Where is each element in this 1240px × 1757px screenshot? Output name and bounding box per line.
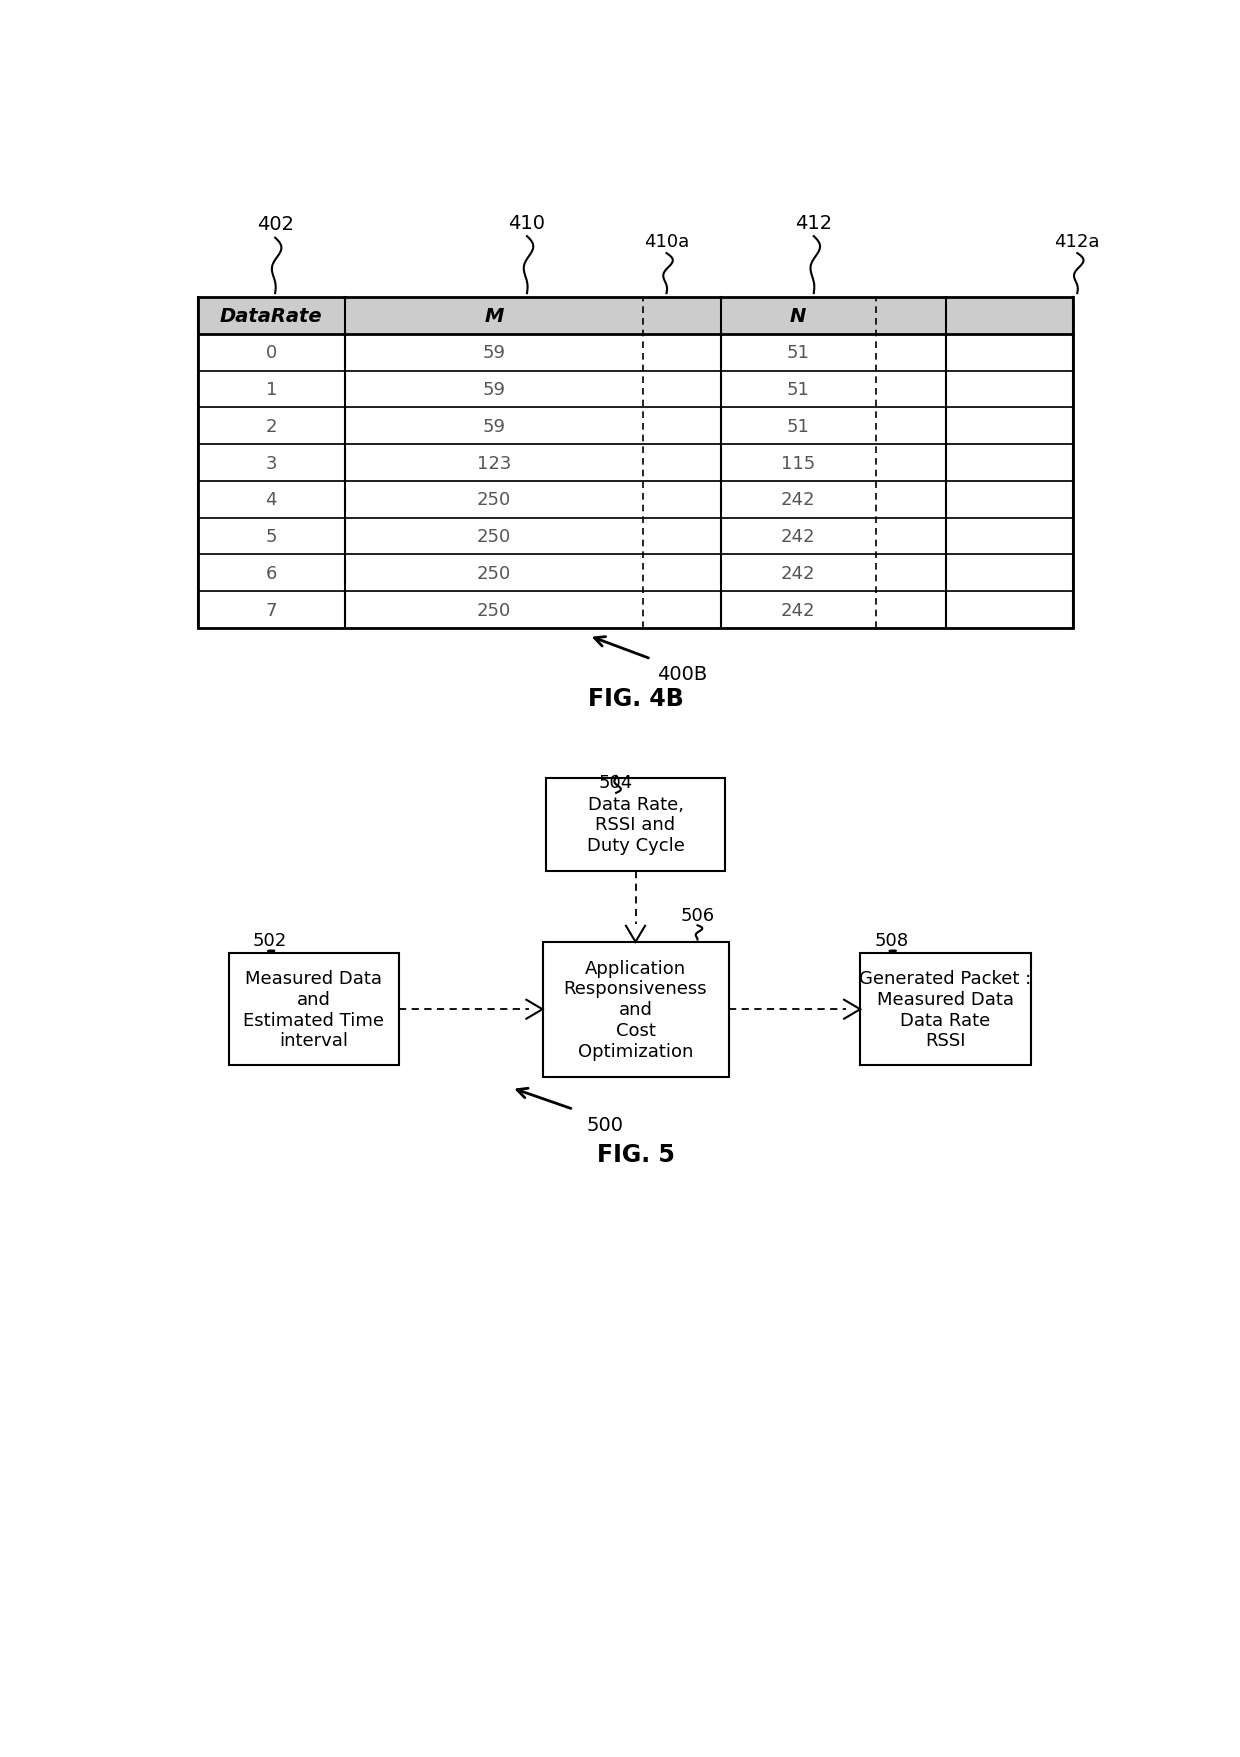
Bar <box>198 409 1073 445</box>
Text: 242: 242 <box>781 527 816 546</box>
Text: 5: 5 <box>265 527 277 546</box>
Text: 59: 59 <box>482 344 506 362</box>
Text: FIG. 5: FIG. 5 <box>596 1142 675 1167</box>
Bar <box>547 778 724 871</box>
Text: 250: 250 <box>477 527 511 546</box>
Text: Measured Data
and
Estimated Time
interval: Measured Data and Estimated Time interva… <box>243 970 384 1051</box>
Text: 59: 59 <box>482 381 506 399</box>
Bar <box>198 336 1073 371</box>
Text: 59: 59 <box>482 418 506 436</box>
Text: FIG. 4B: FIG. 4B <box>588 687 683 710</box>
Bar <box>198 372 1073 408</box>
Bar <box>198 483 1073 518</box>
Text: 410: 410 <box>508 214 546 232</box>
Text: Generated Packet :
Measured Data
Data Rate
RSSI: Generated Packet : Measured Data Data Ra… <box>859 970 1032 1051</box>
Text: 1: 1 <box>265 381 277 399</box>
Text: Application
Responsiveness
and
Cost
Optimization: Application Responsiveness and Cost Opti… <box>564 959 707 1059</box>
Text: 502: 502 <box>253 931 286 949</box>
Bar <box>198 555 1073 590</box>
Text: 242: 242 <box>781 601 816 618</box>
Text: M: M <box>485 307 503 325</box>
Text: 508: 508 <box>874 931 909 949</box>
Text: 6: 6 <box>265 564 277 583</box>
Bar <box>861 954 1030 1065</box>
Text: 412a: 412a <box>1054 232 1100 251</box>
Text: 506: 506 <box>681 907 714 924</box>
Text: 242: 242 <box>781 564 816 583</box>
Text: 7: 7 <box>265 601 277 618</box>
Bar <box>197 297 1074 629</box>
Text: 250: 250 <box>477 490 511 510</box>
Text: 250: 250 <box>477 564 511 583</box>
Bar <box>198 446 1073 481</box>
Text: 402: 402 <box>257 214 294 234</box>
Bar <box>198 518 1073 555</box>
Text: 250: 250 <box>477 601 511 618</box>
Text: Data Rate,
RSSI and
Duty Cycle: Data Rate, RSSI and Duty Cycle <box>587 796 684 854</box>
Bar <box>197 297 1074 629</box>
Text: 51: 51 <box>787 418 810 436</box>
Text: 2: 2 <box>265 418 277 436</box>
Text: 242: 242 <box>781 490 816 510</box>
Text: 4: 4 <box>265 490 277 510</box>
Text: 410a: 410a <box>644 232 689 251</box>
Bar <box>228 954 399 1065</box>
Text: N: N <box>790 307 806 325</box>
Text: 51: 51 <box>787 381 810 399</box>
Text: 115: 115 <box>781 455 816 473</box>
Text: 500: 500 <box>587 1116 622 1135</box>
Text: 412: 412 <box>795 214 832 232</box>
Text: 123: 123 <box>477 455 511 473</box>
Text: 0: 0 <box>265 344 277 362</box>
Text: 3: 3 <box>265 455 277 473</box>
Bar <box>543 942 729 1077</box>
Text: 504: 504 <box>599 773 634 792</box>
Text: 51: 51 <box>787 344 810 362</box>
Text: 400B: 400B <box>657 664 707 683</box>
Bar <box>198 592 1073 627</box>
Text: DataRate: DataRate <box>219 307 322 325</box>
